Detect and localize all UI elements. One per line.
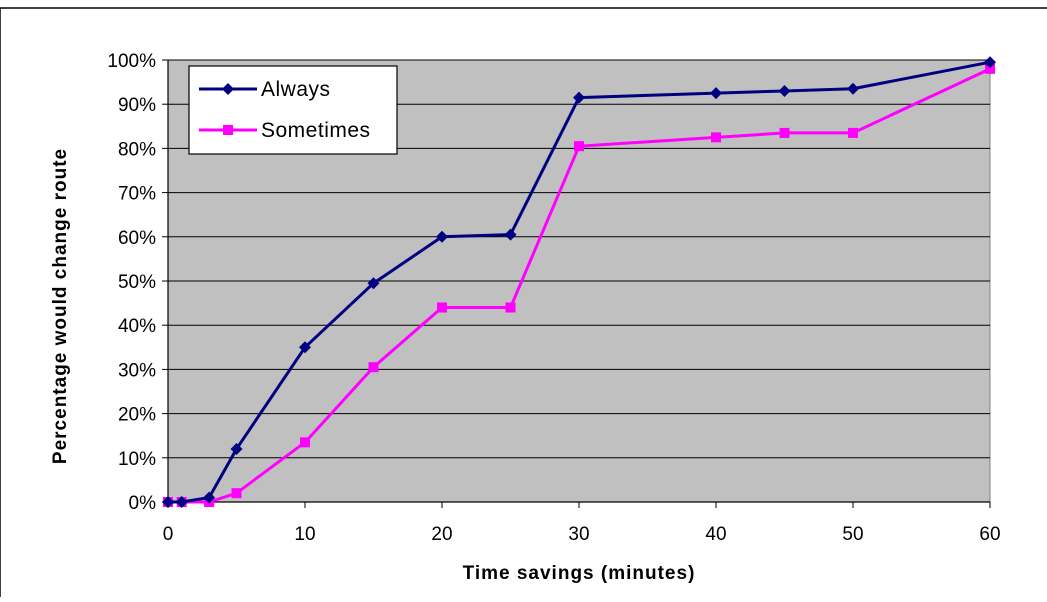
- sometimes-point: [848, 127, 858, 138]
- always-point: [847, 82, 859, 95]
- always-point: [175, 496, 188, 508]
- sometimes-point: [779, 127, 790, 138]
- legend-box: [188, 65, 398, 155]
- always-point: [299, 341, 311, 354]
- always-point: [710, 87, 722, 100]
- always-point: [230, 442, 243, 455]
- legend-marker-sometimes: [223, 125, 233, 135]
- x-tick-label: 50: [842, 524, 863, 545]
- y-tick-label: 80%: [118, 139, 156, 160]
- always-point: [984, 56, 996, 69]
- y-tick-label: 90%: [118, 95, 156, 116]
- sometimes-point: [505, 302, 516, 313]
- sometimes-point: [711, 132, 721, 143]
- sometimes-point: [574, 141, 584, 152]
- always-point: [162, 496, 174, 508]
- always-point: [778, 84, 791, 97]
- always-point: [203, 491, 216, 504]
- y-tick-label: 60%: [118, 228, 156, 249]
- y-tick-label: 20%: [118, 405, 156, 426]
- legend: Always Sometimes: [188, 65, 398, 155]
- x-tick-label: 60: [979, 524, 1000, 545]
- legend-entry-always: Always: [199, 78, 331, 101]
- sometimes-point: [231, 488, 242, 499]
- axes: 0% 10% 20% 30% 40% 50% 60% 70% 80% 90% 100% 0 10 20 30…: [107, 51, 1000, 545]
- series-group: [162, 56, 996, 508]
- y-tick-label: 0%: [129, 493, 157, 514]
- sometimes-point: [368, 362, 379, 373]
- y-tick-label: 10%: [118, 449, 156, 470]
- always-point: [504, 228, 517, 241]
- series-always: [162, 56, 996, 508]
- x-tick-label: 40: [705, 524, 726, 545]
- y-axis-label: Percentage would change route: [50, 148, 71, 464]
- x-tick-label: 10: [294, 524, 315, 545]
- sometimes-point: [300, 437, 310, 448]
- y-tick-label: 40%: [118, 316, 156, 337]
- x-tick-label: 0: [163, 524, 174, 545]
- sometimes-point: [437, 302, 447, 313]
- chart-frame-border: [0, 7, 1047, 597]
- x-tick-label: 30: [568, 524, 589, 545]
- always-point: [367, 277, 380, 290]
- always-point: [573, 91, 585, 104]
- legend-entry-sometimes: Sometimes: [199, 119, 371, 142]
- y-tick-label: 100%: [107, 51, 156, 72]
- x-tick-label: 20: [431, 524, 452, 545]
- x-axis-label: Time savings (minutes): [463, 563, 696, 584]
- y-tick-label: 30%: [118, 360, 156, 381]
- legend-label-always: Always: [261, 78, 331, 101]
- y-tick-label: 70%: [118, 184, 156, 205]
- legend-label-sometimes: Sometimes: [261, 119, 371, 142]
- legend-marker-always: [222, 83, 234, 95]
- y-tick-label: 50%: [118, 272, 156, 293]
- always-point: [436, 230, 448, 243]
- sometimes-point: [985, 63, 995, 74]
